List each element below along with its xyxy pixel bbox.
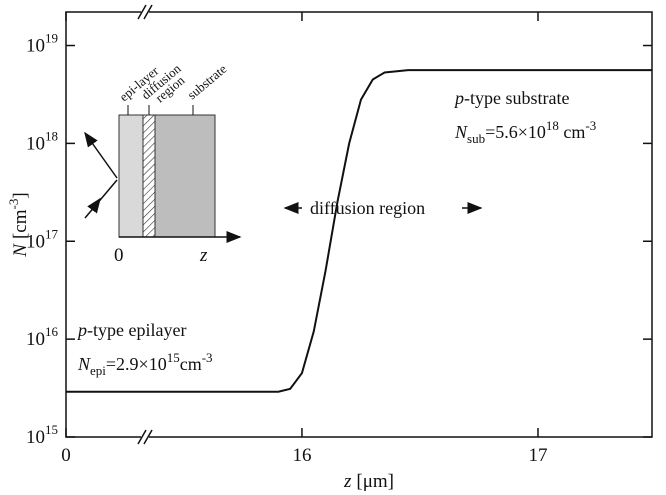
y-tick-label: 1017 — [26, 226, 59, 252]
y-tick-label: 1018 — [26, 128, 58, 154]
inset-label: z — [199, 245, 208, 266]
y-tick-label: 10 — [26, 36, 45, 57]
y-axis-label: N [cm-3] — [6, 192, 31, 257]
x-tick-label: 16 — [292, 445, 311, 466]
x-tick-label: 0 — [61, 445, 71, 466]
y-axis-label: -3 — [6, 199, 21, 210]
y-tick-label: 10 — [26, 231, 45, 252]
y-tick-label: 1019 — [26, 31, 58, 57]
axis-break — [137, 4, 147, 20]
data-line — [66, 69, 652, 393]
annotation: diffusion region — [310, 198, 425, 218]
annotation: p-type substrate — [453, 88, 569, 108]
y-tick-label: 1015 — [26, 422, 58, 448]
y-axis-label: ] — [10, 192, 31, 198]
y-tick-label: 17 — [45, 226, 59, 241]
y-tick-label: 19 — [45, 31, 58, 46]
y-tick-label: 1016 — [26, 324, 59, 350]
y-axis-label: N — [10, 243, 31, 258]
axis-break — [137, 429, 147, 445]
axis-break — [141, 4, 149, 20]
y-tick-label: 10 — [26, 329, 45, 350]
annotation: Nsub=5.6×1018 cm-3 — [454, 118, 596, 146]
y-tick-label: 10 — [26, 427, 45, 448]
axis-break — [143, 429, 153, 445]
axis-break — [143, 4, 153, 20]
x-axis-label: z [μm] — [343, 471, 394, 492]
y-axis-label: [cm — [10, 209, 31, 239]
x-axis-label: [μm] — [356, 471, 394, 492]
y-tick-label: 15 — [45, 422, 58, 437]
x-axis-label: z — [343, 471, 352, 492]
y-tick-label: 10 — [26, 133, 45, 154]
annotation: p-type epilayer — [76, 320, 186, 340]
x-tick-label: 17 — [528, 445, 547, 466]
y-tick-label: 16 — [45, 324, 59, 339]
axis-break — [141, 429, 149, 445]
inset-label: substrate — [184, 61, 229, 102]
inset: epi-layer diffusion region substrate 0 z — [84, 60, 242, 266]
annotation: Nepi=2.9×1015cm-3 — [77, 350, 213, 378]
y-tick-label: 18 — [45, 128, 58, 143]
plot-frame — [65, 11, 653, 438]
inset-label: 0 — [114, 245, 124, 266]
